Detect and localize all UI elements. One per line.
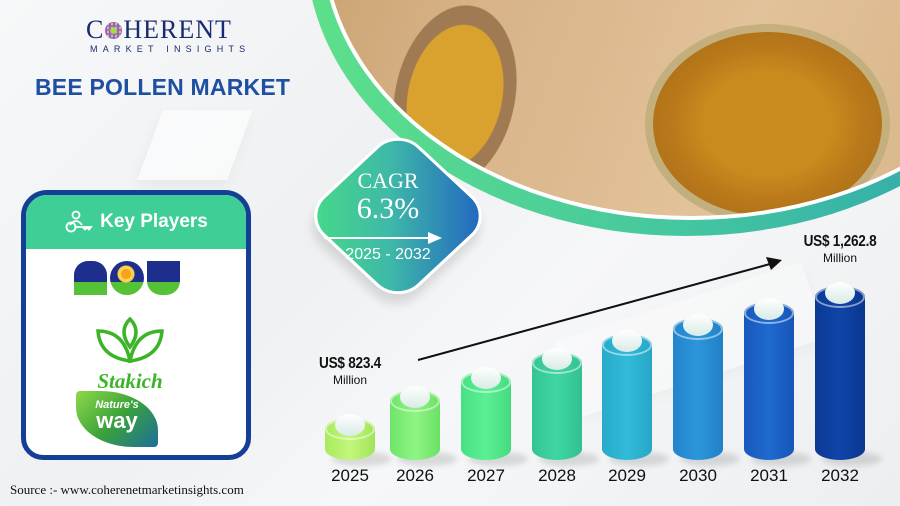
sun-icon	[114, 263, 138, 285]
x-tick-label: 2030	[679, 466, 717, 485]
x-tick-label: 2029	[608, 466, 646, 485]
stakich-logo: Stakich	[70, 316, 190, 393]
cagr-period: 2025 - 2032	[345, 246, 431, 263]
brand-subtitle: MARKET INSIGHTS	[90, 44, 251, 54]
natures-way-logo: Nature's way	[76, 391, 158, 447]
company-logos: Stakich Nature's way	[26, 249, 246, 455]
key-players-card: Key Players Stakich Nature's way	[21, 190, 251, 460]
arrow-right-icon	[324, 232, 442, 244]
bar-2027	[461, 367, 511, 460]
bar-2031	[744, 298, 794, 460]
brand-logo: C HERENT MARKET INSIGHTS	[86, 15, 251, 55]
key-players-header: Key Players	[26, 195, 246, 249]
key-players-heading: Key Players	[100, 211, 208, 232]
cagr-label: CAGR	[357, 168, 419, 193]
key-people-icon	[65, 210, 93, 233]
logo-mark-icon	[105, 21, 123, 39]
source-link[interactable]: Source :- www.coherenetmarketinsights.co…	[10, 482, 244, 497]
lotus-leaves-icon	[96, 316, 164, 364]
x-tick-label: 2027	[467, 466, 505, 485]
stakich-wordmark: Stakich	[97, 369, 163, 393]
bar-2029	[602, 330, 652, 460]
x-tick-label: 2031	[750, 466, 788, 485]
bar-2028	[532, 348, 582, 460]
end-value-label: US$ 1,262.8 Million	[803, 233, 877, 265]
bar-2030	[673, 314, 723, 460]
now-foods-logo	[74, 261, 180, 295]
x-tick-label: 2026	[396, 466, 434, 485]
x-tick-label: 2028	[538, 466, 576, 485]
cagr-badge: CAGR 6.3% 2025 - 2032	[301, 125, 495, 307]
x-tick-label: 2025	[331, 466, 369, 485]
cagr-value: 6.3%	[356, 192, 420, 225]
bar-2025	[325, 414, 375, 460]
glass-bowl-image	[645, 24, 890, 216]
bar-2026	[390, 386, 440, 460]
x-tick-label: 2032	[821, 466, 859, 485]
brand-name: C HERENT	[86, 15, 232, 44]
bar-2032	[815, 282, 865, 460]
page-title: BEE POLLEN MARKET	[35, 74, 291, 100]
start-value-label: US$ 823.4 Million	[319, 355, 381, 387]
